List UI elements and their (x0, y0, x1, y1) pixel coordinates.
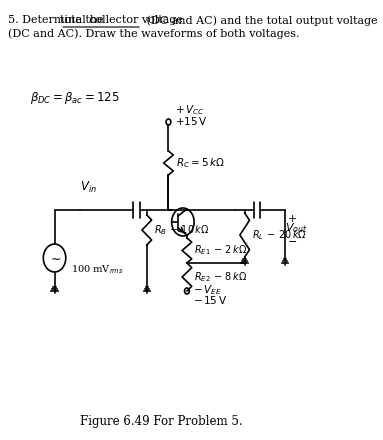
Text: $-$: $-$ (287, 235, 297, 245)
Text: $R_B\,-\,10\,k\Omega$: $R_B\,-\,10\,k\Omega$ (154, 223, 210, 237)
Text: $\beta_{DC}=\beta_{ac}=125$: $\beta_{DC}=\beta_{ac}=125$ (31, 90, 120, 106)
Text: $+15\,\mathrm{V}$: $+15\,\mathrm{V}$ (175, 115, 208, 127)
Text: Figure 6.49 For Problem 5.: Figure 6.49 For Problem 5. (80, 415, 243, 428)
Text: 5. Determine the: 5. Determine the (8, 15, 107, 25)
Text: $+$: $+$ (287, 213, 297, 224)
Text: (DC and AC) and the total output voltage: (DC and AC) and the total output voltage (143, 15, 377, 26)
Text: 100 mV$_{rms}$: 100 mV$_{rms}$ (70, 263, 124, 276)
Text: $-\,V_{EE}$: $-\,V_{EE}$ (193, 283, 221, 297)
Text: $+\,V_{CC}$: $+\,V_{CC}$ (175, 103, 205, 117)
Text: $R_L\,-\,20\,k\Omega$: $R_L\,-\,20\,k\Omega$ (252, 228, 306, 242)
Text: $R_{E2}\,-\,8\,k\Omega$: $R_{E2}\,-\,8\,k\Omega$ (194, 270, 247, 284)
Text: $V_{in}$: $V_{in}$ (80, 180, 97, 195)
Text: $R_C=5\,k\Omega$: $R_C=5\,k\Omega$ (176, 156, 225, 170)
Text: $\sim$: $\sim$ (48, 252, 61, 264)
Text: $-\,15\,\mathrm{V}$: $-\,15\,\mathrm{V}$ (193, 294, 227, 306)
Text: total collector voltage: total collector voltage (60, 15, 183, 25)
Text: $R_{E1}\,-\,2\,k\Omega$: $R_{E1}\,-\,2\,k\Omega$ (194, 244, 247, 257)
Text: (DC and AC). Draw the waveforms of both voltages.: (DC and AC). Draw the waveforms of both … (8, 28, 300, 39)
Text: $V_{out}$: $V_{out}$ (285, 221, 308, 235)
